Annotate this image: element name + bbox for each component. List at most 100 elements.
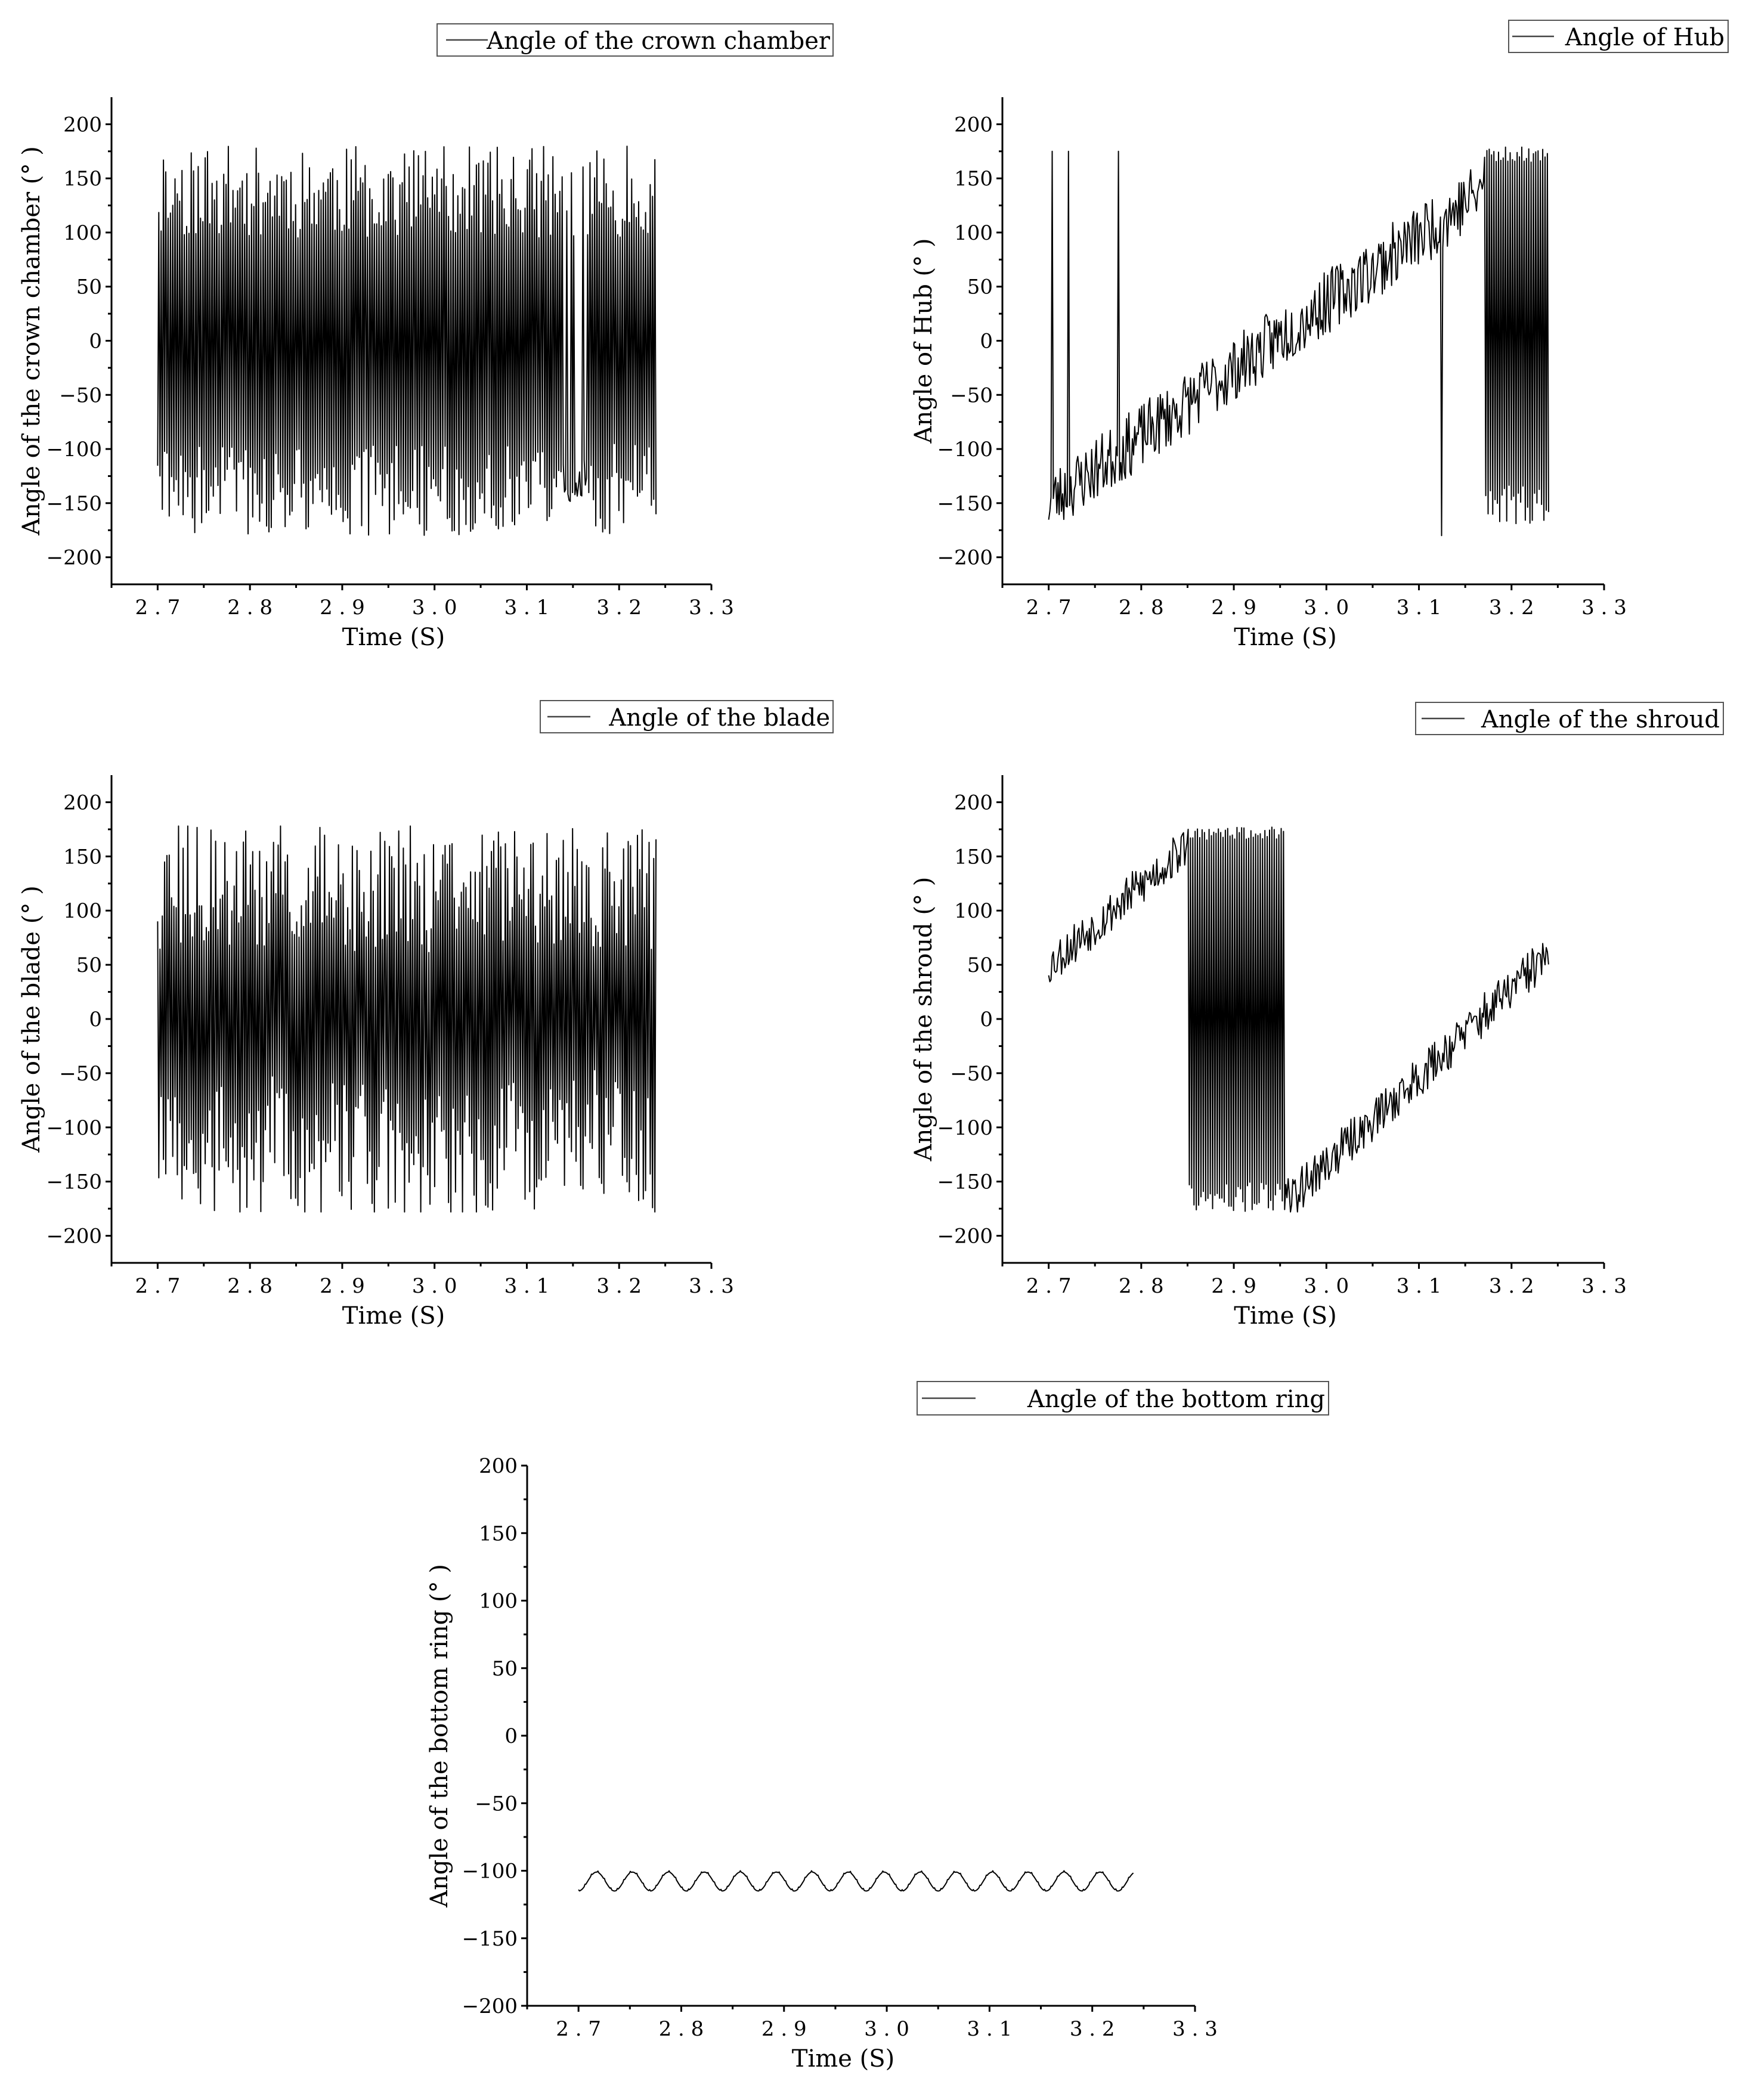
y-tick-label: −150 [462,1927,518,1951]
x-tick-label: 2 . 8 [227,596,273,620]
x-tick-label: 2 . 8 [1119,596,1164,620]
x-axis-title: Time (S) [342,1302,445,1330]
y-tick-label: −150 [47,492,102,516]
axes-shroud: 200 150 100 50 0 −50 −100 −150 −200 2 . 7 2 . 8 2 .… [910,775,1627,1330]
x-tick-label: 3 . 1 [1397,1274,1442,1298]
y-tick-label: 200 [954,113,993,137]
panel-bottom-ring: Angle of the bottom ring 200 150 100 50 0 −50… [426,1381,1329,2073]
x-tick-label: 3 . 2 [1489,596,1534,620]
axes-blade: 200 150 100 50 0 −50 −100 −150 −200 2 . 7 2 . 8 2 .… [18,775,734,1330]
y-tick-label: 200 [479,1454,518,1478]
x-tick-label: 2 . 7 [1026,596,1072,620]
y-tick-label: 0 [89,1008,102,1032]
y-tick-label: 150 [479,1522,518,1545]
y-tick-label: 50 [967,953,993,977]
legend-box [917,1381,1329,1416]
legend-label: Angle of the bottom ring [1027,1386,1325,1413]
series-line-hub [1048,146,1549,537]
y-tick-label: 100 [954,899,993,923]
y-tick-label: 200 [954,791,993,814]
y-tick-label: −150 [937,492,993,516]
y-tick-label: −200 [47,1225,102,1249]
y-axis-title: Angle of the shroud (° ) [910,877,937,1162]
panel-crown: Angle of the crown chamber 200 150 100 50 0 −… [18,23,834,651]
x-axis-title: Time (S) [1234,1302,1336,1330]
y-tick-label: −50 [475,1792,518,1816]
legend-label: Angle of the blade [608,704,830,732]
y-tick-label: −200 [937,546,993,570]
x-tick-label: 2 . 9 [320,1274,365,1298]
legend-box [1415,702,1724,735]
panel-shroud: Angle of the shroud 200 150 100 50 0 −50 −100 −… [910,702,1724,1330]
y-tick-label: 150 [954,845,993,869]
legend-box [436,23,834,57]
x-tick-label: 3 . 1 [504,1274,550,1298]
x-axis-title: Time (S) [342,624,445,651]
series-line-shroud [1048,826,1549,1213]
y-tick-label: 50 [492,1657,518,1681]
y-tick-label: −50 [950,1062,993,1086]
x-tick-label: 2 . 8 [659,2017,704,2041]
y-tick-label: 0 [89,330,102,354]
x-tick-label: 3 . 3 [1172,2017,1218,2041]
x-tick-label: 2 . 9 [1211,1274,1256,1298]
x-tick-label: 2 . 7 [135,596,181,620]
legend-bottom-ring: Angle of the bottom ring [917,1381,1329,1416]
x-tick-label: 2 . 8 [227,1274,273,1298]
y-tick-label: −100 [47,1116,102,1140]
legend-shroud: Angle of the shroud [1415,702,1724,735]
y-tick-label: 150 [63,845,102,869]
y-axis-title: Angle of the blade (° ) [18,885,45,1153]
y-tick-label: 0 [504,1724,518,1748]
y-tick-label: 100 [479,1590,518,1613]
panel-hub: Angle of Hub 200 150 100 50 0 −50 −100 −150 −200… [910,20,1729,651]
x-tick-label: 3 . 3 [1581,1274,1627,1298]
y-axis-title: Angle of the crown chamber (° ) [18,146,45,536]
axes-bottom-ring: 200 150 100 50 0 −50 −100 −150 −200 2 . 7 2 . 8 2 .… [426,1454,1218,2073]
y-tick-label: 150 [63,167,102,191]
series-line-blade [157,825,657,1213]
y-tick-label: 200 [63,113,102,137]
y-axis-title: Angle of the bottom ring (° ) [426,1564,453,1908]
x-tick-label: 3 . 3 [689,596,734,620]
y-tick-label: 0 [980,330,993,354]
legend-label: Angle of the shroud [1481,706,1720,733]
axes-hub: 200 150 100 50 0 −50 −100 −150 −200 2 . 7 2 . 8 2 .… [910,97,1627,651]
x-tick-label: 2 . 9 [320,596,365,620]
x-tick-label: 3 . 0 [412,1274,457,1298]
x-tick-label: 3 . 3 [1581,596,1627,620]
x-axis-title: Time (S) [792,2045,894,2073]
y-tick-label: 50 [76,953,102,977]
x-tick-label: 3 . 0 [1304,1274,1349,1298]
y-tick-label: −200 [937,1225,993,1249]
y-tick-label: 100 [63,899,102,923]
x-tick-label: 3 . 0 [864,2017,909,2041]
y-tick-label: −50 [950,383,993,407]
x-tick-label: 2 . 9 [761,2017,807,2041]
x-tick-label: 3 . 3 [689,1274,734,1298]
x-tick-label: 3 . 1 [967,2017,1013,2041]
series-line-bottom [578,1870,1134,1892]
panel-blade: Angle of the blade 200 150 100 50 0 −50 −100 −1… [18,700,834,1330]
y-tick-label: −200 [462,1994,518,2018]
axes-crown: 200 150 100 50 0 −50 −100 −150 −200 2 . 7 2 . 8 2 .… [18,97,734,651]
x-tick-label: 3 . 2 [596,1274,642,1298]
y-tick-label: 0 [980,1008,993,1032]
x-tick-label: 3 . 2 [1070,2017,1115,2041]
y-tick-label: 100 [63,221,102,245]
y-tick-label: −100 [462,1860,518,1884]
x-tick-label: 3 . 2 [1489,1274,1534,1298]
legend-blade: Angle of the blade [540,700,834,733]
x-tick-label: 3 . 1 [504,596,550,620]
y-tick-label: −100 [937,438,993,461]
legend-label: Angle of Hub [1565,24,1725,51]
y-tick-label: −50 [59,1062,102,1086]
y-tick-label: −150 [937,1170,993,1194]
x-axis-title: Time (S) [1234,624,1336,651]
x-tick-label: 3 . 0 [1304,596,1349,620]
y-tick-label: −50 [59,383,102,407]
y-axis-title: Angle of Hub (° ) [910,239,937,444]
series-line-crown [157,145,657,536]
legend-hub: Angle of Hub [1508,20,1729,53]
